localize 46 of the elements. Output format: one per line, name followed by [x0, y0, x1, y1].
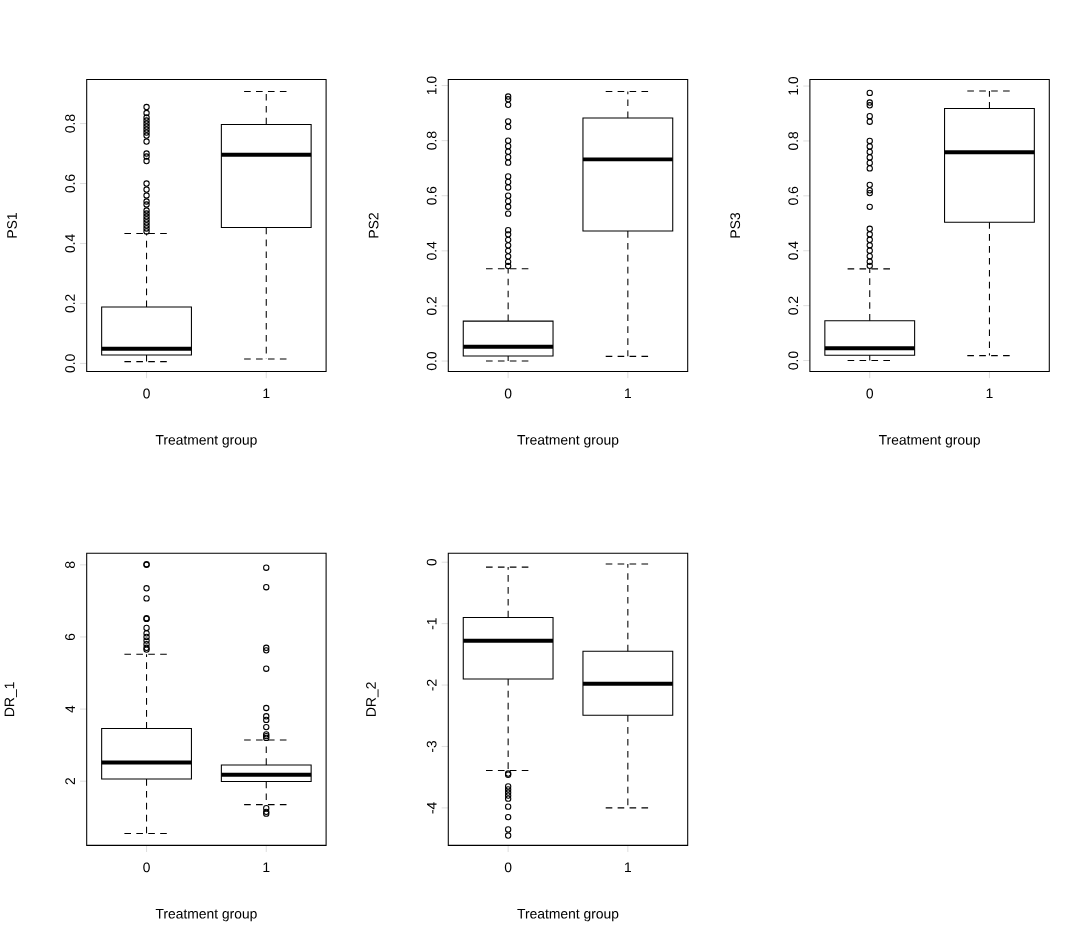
x-tick-label: 0	[504, 388, 512, 399]
y-tick-label: 0.4	[788, 241, 799, 260]
y-axis-title: PS3	[730, 213, 741, 238]
x-tick-label: 0	[866, 388, 874, 399]
y-axis-title: DR_2	[366, 682, 379, 717]
y-tick-label: 4	[65, 705, 75, 713]
y-tick-label: -2	[426, 679, 437, 691]
x-tick-label: 1	[625, 862, 632, 873]
y-tick-label: 0.4	[426, 241, 437, 261]
y-tick-label: 2	[65, 778, 75, 785]
y-tick-label: 0.8	[788, 132, 799, 151]
y-tick-label: 0.6	[426, 186, 437, 205]
y-tick-label: 0.8	[65, 114, 75, 133]
y-tick-label: 0.0	[65, 354, 75, 373]
x-axis-title: Treatment group	[155, 435, 257, 448]
y-tick-label: 0.6	[788, 186, 799, 206]
y-tick-label: -1	[427, 618, 437, 630]
y-axis-title: DR_1	[4, 682, 17, 717]
x-tick-label: 1	[625, 388, 632, 399]
x-tick-label: 0	[504, 862, 512, 873]
x-axis-title: Treatment group	[155, 909, 257, 922]
x-tick-label: 1	[263, 388, 270, 399]
x-tick-label: 0	[143, 862, 150, 873]
y-tick-label: 0.4	[65, 234, 75, 253]
y-tick-label: 0.2	[788, 296, 799, 315]
x-tick-label: 1	[263, 862, 270, 873]
y-tick-label: 0.2	[65, 294, 75, 313]
y-tick-label: 0	[426, 559, 437, 566]
y-tick-label: 1.0	[788, 77, 799, 95]
y-tick-label: 8	[65, 561, 75, 569]
y-tick-label: 0.0	[426, 352, 437, 371]
y-tick-label: 0.2	[426, 297, 437, 316]
y-tick-label: 0.6	[65, 174, 75, 193]
x-tick-label: 1	[986, 388, 993, 399]
x-axis-title: Treatment group	[517, 909, 619, 922]
y-axis-title: PS2	[368, 213, 379, 238]
x-axis-title: Treatment group	[517, 435, 619, 448]
x-axis-title: Treatment group	[878, 435, 980, 448]
y-tick-label: 0.0	[788, 351, 799, 370]
y-tick-label: 0.8	[426, 131, 437, 150]
y-axis-title: PS1	[7, 213, 17, 238]
y-tick-label: 1.0	[426, 76, 437, 95]
x-tick-label: 0	[143, 388, 150, 399]
y-tick-label: -4	[427, 802, 437, 814]
y-tick-label: 6	[65, 633, 75, 641]
y-tick-label: -3	[426, 741, 437, 753]
